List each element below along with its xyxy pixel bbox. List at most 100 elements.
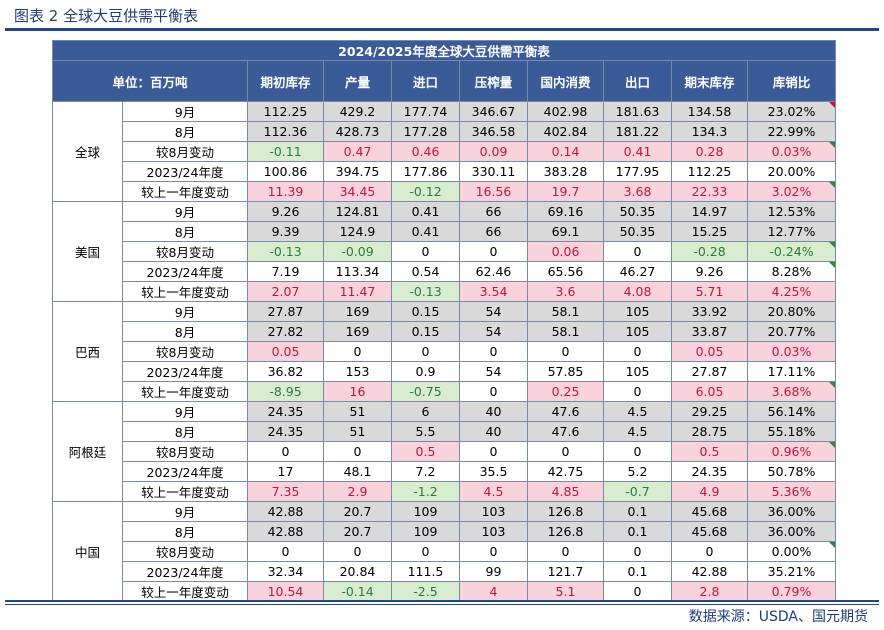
table-cell: 69.16 [527,201,604,222]
table-cell: 12.53% [747,201,836,222]
table-cell: 346.67 [459,101,528,122]
table-cell: 62.46 [459,261,528,282]
table-cell: 20.77% [747,321,836,342]
table-cell: 99 [459,561,528,582]
table-cell: 169 [323,321,392,342]
table-cell: 40 [459,401,528,422]
table-cell: 36.82 [247,361,324,382]
table-cell: 9.39 [247,221,324,242]
table-row: 较8月变动 0.05 0 0 0 0 0 0.05 0.03% [53,341,836,362]
table-cell: 3.54 [459,281,528,302]
table-cell: 5.71 [671,281,748,302]
table-cell: 109 [391,501,460,522]
table-cell: 4.25% [747,281,836,302]
table-cell: 4.5 [603,421,672,442]
table-cell: 0 [391,541,460,562]
table-cell: 0 [323,441,392,462]
soybean-balance-table: 2024/2025年度全球大豆供需平衡表 单位：百万吨 期初库存 产量 进口 压榨量国… [52,40,836,602]
table-cell: -0.13 [247,241,324,262]
table-cell: 56.14% [747,401,836,422]
region-label: 巴西 [52,301,123,402]
table-cell: 4.08 [603,281,672,302]
table-cell: -0.24% [747,241,836,262]
table-row: 较8月变动 -0.13 -0.09 0 0 0.06 0 -0.28 -0.24% [53,241,836,262]
table-cell: 0.96% [747,441,836,462]
table-cell: 0.03% [747,341,836,362]
table-cell: 51 [323,401,392,422]
table-cell: 105 [603,321,672,342]
row-label: 较8月变动 [122,541,248,562]
table-cell: 66 [459,201,528,222]
table-cell: 177.95 [603,161,672,182]
row-label: 2023/24年度 [122,361,248,382]
table-cell: 2.9 [323,481,392,502]
table-cell: 5.2 [603,461,672,482]
table-cell: 429.2 [323,101,392,122]
table-cell: 24.35 [671,461,748,482]
table-cell: 7.2 [391,461,460,482]
table-row: 较上一年度变动 7.35 2.9 -1.2 4.5 4.85 -0.7 4.9 5.36% [53,481,836,502]
source-note: 数据来源：USDA、国元期货 [688,609,868,625]
table-cell: 54 [459,301,528,322]
table-cell: 2.8 [671,581,748,602]
row-label: 较8月变动 [122,441,248,462]
table-row: 中国 9月 42.88 20.7 109 103 126.8 0.1 45.68 36.00% [52,501,836,602]
table-cell: 9.26 [671,261,748,282]
column-header: 期初库存 [247,60,324,102]
table-cell: 24.35 [247,421,324,442]
table-cell: 20.7 [323,521,392,542]
table-cell: 0.05 [671,341,748,362]
table-cell: 0.5 [671,441,748,462]
table-cell: 3.68% [747,381,836,402]
table-row: 较上一年度变动 11.39 34.45 -0.12 16.56 19.7 3.68 22.33… [53,181,836,202]
table-cell: 0 [527,441,604,462]
row-label: 2023/24年度 [122,561,248,582]
table-cell: 113.34 [323,261,392,282]
table-cell: 22.99% [747,121,836,142]
table-cell: 100.86 [247,161,324,182]
table-cell: 111.5 [391,561,460,582]
table-cell: 169 [323,301,392,322]
table-cell: 36.00% [747,501,836,522]
table-cell: 5.36% [747,481,836,502]
table-cell: 54 [459,321,528,342]
table-cell: 6.05 [671,381,748,402]
table-cell: 0.09 [459,141,528,162]
table-row: 较上一年度变动 2.07 11.47 -0.13 3.54 3.6 4.08 5.71 4.25… [53,281,836,302]
table-cell: 0 [527,341,604,362]
table-cell: 0 [391,241,460,262]
table-cell: 0.15 [391,321,460,342]
table-cell: -0.28 [671,241,748,262]
row-label: 8月 [122,321,248,342]
table-row: 8月 9.39 124.9 0.41 66 69.1 50.35 15.25 12.77% [53,221,836,242]
table-cell: -0.13 [391,281,460,302]
table-cell: 0.9 [391,361,460,382]
table-row: 较上一年度变动 10.54 -0.14 -2.5 4 5.1 0 2.8 0.79% [53,581,836,602]
table-row: 较8月变动 0 0 0 0 0 0 0 0.00% [53,541,836,562]
table-cell: -0.11 [247,141,324,162]
table-cell: 4 [459,581,528,602]
table-cell: 0 [459,441,528,462]
table-cell: 0.1 [603,501,672,522]
row-label: 8月 [122,521,248,542]
column-header: 期末库存 [671,60,748,102]
table-cell: 0 [459,341,528,362]
table-cell: 126.8 [527,501,604,522]
table-cell: 29.25 [671,401,748,422]
row-label: 8月 [122,421,248,442]
table-cell: 0.25 [527,381,604,402]
table-cell: 6 [391,401,460,422]
table-cell: 11.39 [247,181,324,202]
table-cell: 27.82 [247,321,324,342]
table-cell: 35.21% [747,561,836,582]
table-row: 8月 27.82 169 0.15 54 58.1 105 33.87 20.77% [53,321,836,342]
table-cell: 0.15 [391,301,460,322]
table-row: 全球 9月 112.25 429.2 177.74 346.67 402.98 181.63 1… [52,101,836,202]
column-header: 进口 [391,60,460,102]
table-cell: 402.84 [527,121,604,142]
row-label: 较上一年度变动 [122,181,248,202]
table-cell: 42.75 [527,461,604,482]
table-cell: 4.5 [603,401,672,422]
table-cell: 0 [603,581,672,602]
region-label: 美国 [52,201,123,302]
